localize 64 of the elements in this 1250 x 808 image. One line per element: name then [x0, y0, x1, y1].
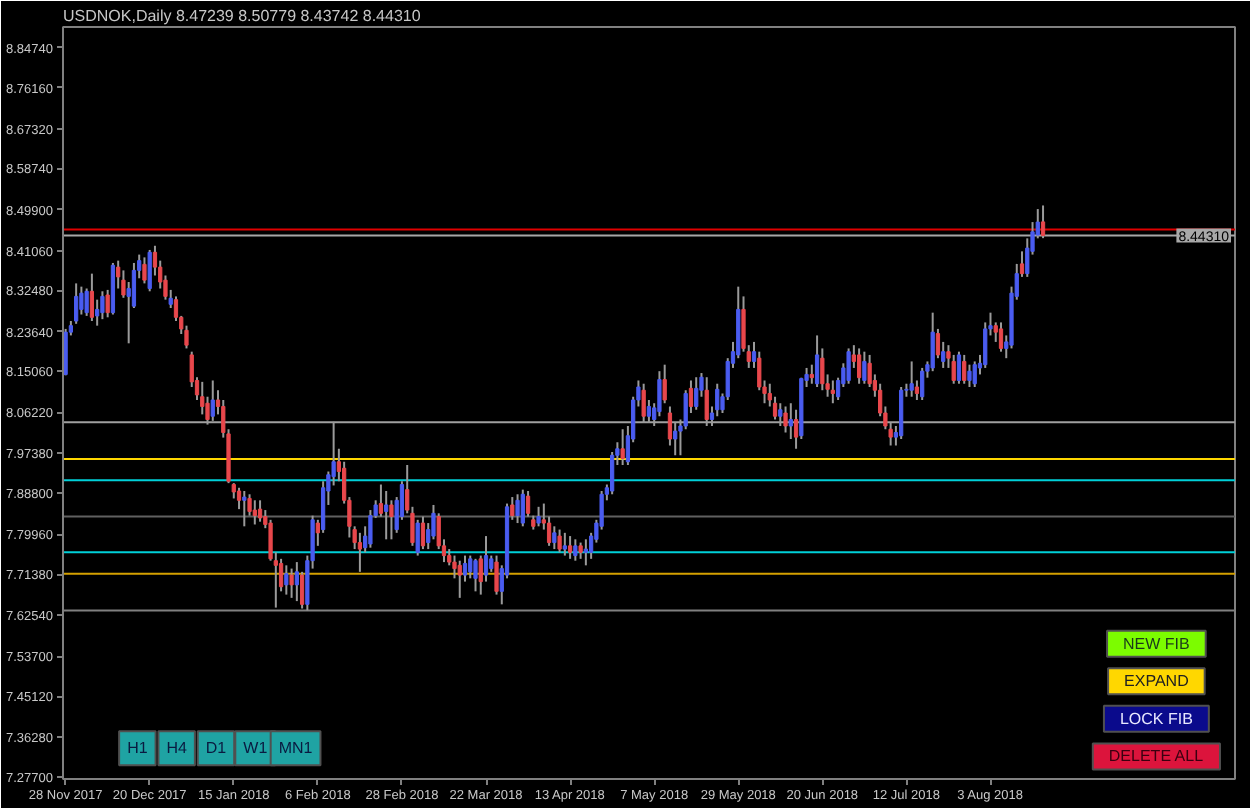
candlestick — [536, 505, 541, 528]
text: DELETE ALL — [1108, 747, 1205, 766]
text: LOCK FIB — [1119, 709, 1193, 728]
candlestick — [147, 248, 152, 293]
candlestick — [920, 366, 925, 401]
candlestick — [294, 561, 299, 603]
candlestick — [100, 290, 105, 321]
candlestick — [552, 525, 557, 551]
candlestick — [814, 334, 820, 388]
candlestick — [494, 554, 499, 596]
candlestick — [830, 379, 835, 405]
candlestick — [846, 347, 851, 385]
candlestick — [573, 538, 578, 562]
annotation: D1 — [205, 739, 228, 758]
candlestick — [557, 528, 562, 554]
candlestick — [289, 567, 294, 599]
candlestick — [110, 261, 116, 316]
candlestick — [951, 353, 956, 385]
candlestick — [252, 499, 257, 526]
candlestick — [457, 559, 462, 599]
candlestick — [715, 382, 720, 418]
candlestick — [983, 321, 988, 369]
annotation: H4 — [166, 739, 188, 758]
candlestick — [930, 311, 935, 373]
candlestick — [242, 490, 247, 528]
candlestick — [998, 321, 1004, 353]
candlestick — [384, 490, 389, 541]
candlestick — [515, 493, 520, 525]
candlestick — [956, 350, 962, 385]
annotation: MN1 — [278, 739, 314, 758]
candlestick — [694, 376, 699, 411]
candlestick — [967, 363, 972, 388]
candlestick — [431, 503, 436, 541]
candlestick — [962, 353, 967, 385]
candlestick — [79, 285, 84, 316]
candlestick — [562, 531, 567, 557]
candlestick — [909, 360, 914, 398]
candlestick — [473, 557, 478, 593]
candlestick — [809, 363, 814, 385]
candlestick — [184, 324, 189, 350]
candlestick — [662, 363, 667, 405]
candlestick — [389, 499, 394, 541]
candlestick — [284, 564, 289, 596]
candlestick — [862, 350, 867, 385]
candlestick — [520, 488, 525, 528]
candlestick — [620, 428, 625, 467]
candlestick — [583, 538, 588, 567]
candlestick — [257, 499, 263, 523]
candlestick — [736, 285, 741, 360]
chart-title: USDNOK,Daily 8.47239 8.50779 8.43742 8.44310 — [63, 7, 422, 25]
candlestick — [657, 370, 662, 418]
candlestick — [63, 327, 68, 377]
candlestick — [1040, 204, 1046, 240]
candlestick — [142, 256, 147, 285]
text: EXPAND — [1124, 672, 1190, 691]
annotation: W1 — [243, 739, 269, 758]
annotation: H1 — [127, 739, 149, 758]
candlestick — [89, 272, 95, 323]
candlestick — [357, 531, 363, 573]
text: NEW FIB — [1123, 634, 1190, 653]
candlestick — [856, 347, 862, 385]
candlestick — [420, 515, 426, 551]
candlestick — [567, 535, 573, 560]
candlestick — [972, 360, 977, 388]
